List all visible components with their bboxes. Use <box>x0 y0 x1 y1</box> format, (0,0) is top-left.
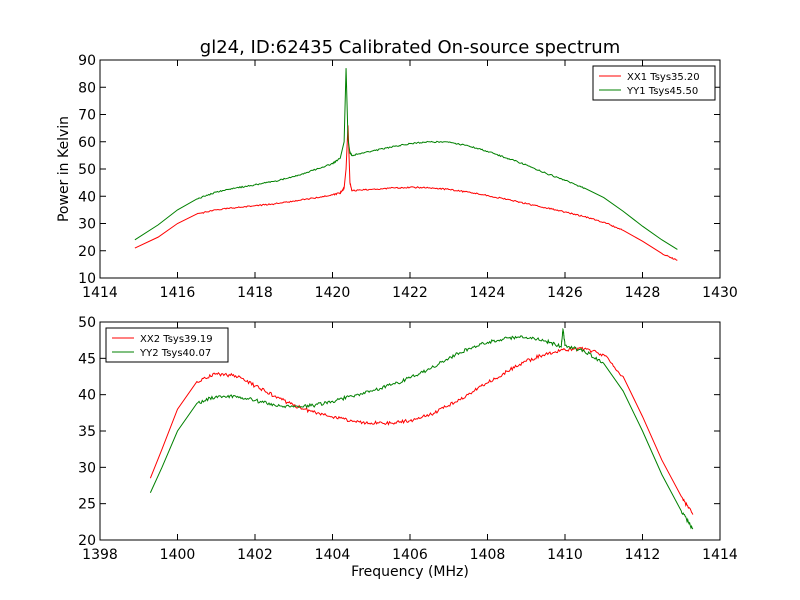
series-line-0-1 <box>134 68 678 250</box>
x-tick-label: 1406 <box>392 547 428 563</box>
x-tick-label: 1404 <box>315 547 351 563</box>
y-tick-label: 45 <box>78 351 96 367</box>
y-tick-label: 50 <box>78 315 96 331</box>
legend: XX1 Tsys35.20 YY1 Tsys45.50 <box>592 65 716 101</box>
y-tick-label: 40 <box>78 189 96 205</box>
y-tick-label: 30 <box>78 460 96 476</box>
x-tick-label: 1398 <box>82 547 118 563</box>
x-axis-label-bottom: Frequency (MHz) <box>351 564 469 580</box>
x-tick-label: 1414 <box>702 547 738 563</box>
y-tick-label: 10 <box>78 271 96 287</box>
legend-entry: YY2 Tsys40.07 <box>139 348 211 359</box>
y-tick-label: 20 <box>78 244 96 260</box>
y-tick-label: 40 <box>78 388 96 404</box>
chart-title: gl24, ID:62435 Calibrated On-source spec… <box>200 37 620 58</box>
y-tick-label: 90 <box>78 53 96 69</box>
x-tick-label: 1428 <box>625 285 661 301</box>
x-tick-label: 1430 <box>702 285 738 301</box>
x-tick-label: 1412 <box>625 547 661 563</box>
legend-entry: XX1 Tsys35.20 <box>627 72 700 83</box>
x-tick-label: 1422 <box>392 285 428 301</box>
y-tick-label: 60 <box>78 135 96 151</box>
x-tick-label: 1424 <box>470 285 506 301</box>
y-tick-label: 30 <box>78 217 96 233</box>
x-tick-label: 1400 <box>160 547 196 563</box>
y-tick-label: 35 <box>78 424 96 440</box>
series-line-0-0 <box>134 125 678 261</box>
legend-entry: XX2 Tsys39.19 <box>140 334 213 345</box>
series-line-1-1 <box>149 327 694 530</box>
legend-entry: YY1 Tsys45.50 <box>626 86 698 97</box>
x-tick-label: 1410 <box>547 547 583 563</box>
y-tick-label: 50 <box>78 162 96 178</box>
y-tick-label: 80 <box>78 80 96 96</box>
y-axis-label-top: Power in Kelvin <box>56 116 72 222</box>
x-tick-label: 1408 <box>470 547 506 563</box>
legend-box <box>592 65 716 101</box>
x-tick-label: 1402 <box>237 547 273 563</box>
legend-box <box>105 327 229 363</box>
x-tick-label: 1416 <box>160 285 196 301</box>
y-tick-label: 70 <box>78 108 96 124</box>
y-tick-label: 25 <box>78 497 96 513</box>
y-tick-label: 20 <box>78 533 96 549</box>
x-tick-label: 1420 <box>315 285 351 301</box>
legend: XX2 Tsys39.19 YY2 Tsys40.07 <box>105 327 229 363</box>
x-tick-label: 1418 <box>237 285 273 301</box>
top-panel: 1414 1416 1418 1420 1422 1424 1426 1428 1430 10 20… <box>78 53 738 301</box>
series-line-1-0 <box>149 346 694 515</box>
x-tick-label: 1426 <box>547 285 583 301</box>
x-tick-label: 1414 <box>82 285 118 301</box>
bottom-panel: 1398 1400 1402 1404 1406 1408 1410 1412 1414 20 25… <box>78 315 738 563</box>
